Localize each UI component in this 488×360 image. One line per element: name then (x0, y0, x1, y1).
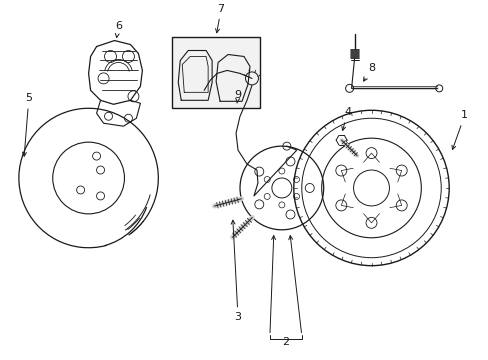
Text: 2: 2 (282, 337, 289, 347)
Text: 8: 8 (363, 63, 374, 81)
Text: 6: 6 (115, 21, 122, 37)
Text: 5: 5 (22, 93, 32, 156)
Bar (172, 37, 260, 108)
Text: 9: 9 (234, 90, 241, 103)
Text: 4: 4 (341, 107, 350, 130)
Text: 1: 1 (451, 110, 467, 149)
Text: 3: 3 (231, 220, 241, 323)
Text: 7: 7 (215, 4, 224, 33)
